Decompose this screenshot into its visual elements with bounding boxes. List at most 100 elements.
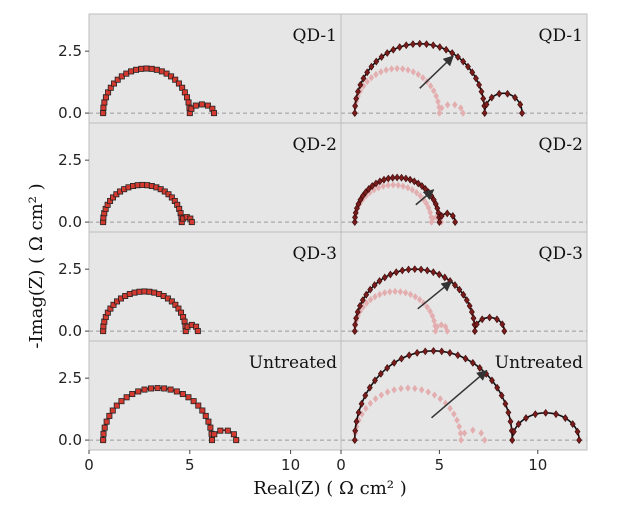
data-point-square [143,65,150,72]
data-point-diamond [427,82,434,90]
data-point-square [135,388,142,395]
panel-label: QD-3 [293,244,337,264]
data-point-square [118,398,125,405]
data-point-square [147,385,154,392]
data-point-diamond [512,93,518,102]
data-point-diamond [425,388,432,396]
data-point-diamond [406,351,413,360]
data-point-diamond [458,436,464,444]
trend-arrow [431,370,488,419]
data-point-diamond [405,265,412,274]
data-point-diamond [447,404,453,413]
data-point-diamond [510,427,517,436]
data-point-diamond [456,285,463,294]
panel-label: Untreated [249,353,337,373]
data-point-diamond [479,315,486,324]
data-point-square [168,73,175,80]
data-point-square [128,68,135,75]
data-point-square [202,412,209,419]
data-point-diamond [353,314,360,323]
y-tick-label: 0.0 [58,213,82,231]
x-tick-label: 0 [84,456,94,474]
data-point-diamond [473,74,479,83]
data-point-square [181,89,188,96]
data-point-diamond [365,185,372,193]
data-point-diamond [504,89,511,98]
data-point-diamond [480,94,487,103]
data-point-square [123,394,130,401]
data-point-diamond [470,426,476,434]
data-point-diamond [383,66,389,74]
panel-right-2: QD-2 [340,122,588,233]
data-point-square [129,391,136,398]
panel-label: QD-3 [539,244,583,264]
data-point-diamond [418,265,424,274]
y-axis-label: -Imag(Z) ( Ω cm² ) [26,183,47,348]
data-point-diamond [395,181,401,189]
data-point-diamond [481,109,488,117]
data-point-diamond [351,218,358,226]
data-point-diamond [405,384,411,392]
data-point-diamond [430,347,437,355]
data-point-diamond [402,174,409,183]
data-point-diamond [553,410,559,419]
data-point-diamond [393,268,400,277]
data-point-square [167,386,174,393]
data-point-square [194,328,201,335]
x-axis-label: Real(Z) ( Ω cm² ) [253,478,406,499]
data-point-diamond [494,383,501,392]
data-point-diamond [394,173,401,182]
data-point-diamond [469,358,476,367]
data-point-square [172,76,179,83]
data-point-diamond [456,422,463,431]
data-point-diamond [415,70,422,79]
data-point-diamond [452,281,458,289]
data-point-diamond [438,347,445,356]
data-point-diamond [576,436,583,444]
panel-label: QD-2 [293,135,337,155]
panel-label: QD-2 [539,135,583,155]
data-point-diamond [424,303,430,311]
data-point-diamond [454,351,461,360]
data-point-square [100,110,107,117]
data-point-diamond [354,308,361,316]
data-point-diamond [423,40,430,49]
data-point-diamond [369,182,376,190]
data-point-diamond [384,49,391,57]
panel-plot-area [341,347,587,444]
trend-arrow [417,280,453,310]
data-point-diamond [441,273,448,282]
data-point-diamond [542,408,549,417]
data-point-diamond [357,80,364,89]
data-point-diamond [355,408,362,417]
data-point-diamond [435,97,441,106]
data-point-diamond [501,327,508,335]
data-point-diamond [372,293,378,301]
data-point-diamond [351,109,358,117]
x-tick-label: 10 [528,456,547,474]
data-point-diamond [390,181,396,189]
data-point-square [224,427,231,434]
data-point-square [103,418,110,425]
data-point-diamond [436,43,443,52]
data-point-square [204,102,211,109]
data-point-diamond [423,199,430,208]
panel-right-4: Untreated 0 5 10 [336,340,588,474]
y-tick-label: 0.0 [58,431,82,449]
data-point-diamond [352,208,359,217]
data-point-diamond [446,348,453,357]
data-point-square [106,412,113,419]
data-point-diamond [387,288,393,296]
data-point-square [168,298,175,305]
data-point-diamond [398,354,405,363]
trend-arrow [419,55,454,89]
x-tick-label: 5 [435,456,445,474]
data-point-diamond [373,70,379,79]
data-point-square [217,427,224,434]
data-point-diamond [457,429,464,438]
data-point-diamond [402,289,409,297]
data-point-diamond [486,313,493,322]
data-point-diamond [451,410,457,418]
data-point-diamond [397,288,404,296]
data-point-square [211,431,218,438]
